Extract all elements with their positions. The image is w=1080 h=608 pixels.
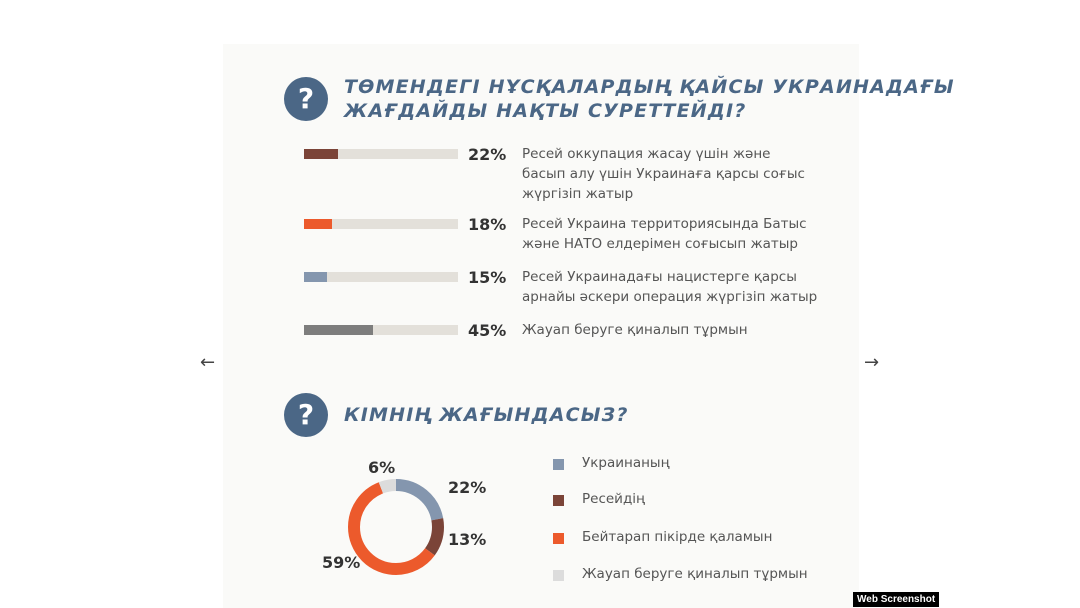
slice-russia bbox=[348, 479, 444, 575]
question-icon: ? bbox=[284, 77, 328, 121]
question-icon: ? bbox=[284, 393, 328, 437]
answer-line: Ресей Украинадағы нацистерге қарсы bbox=[522, 269, 797, 285]
bar-fill bbox=[304, 219, 332, 229]
donut-label-neutral: 59% bbox=[322, 553, 361, 572]
answer-text: Ресей оккупация жасау үшін және басып ал… bbox=[522, 144, 842, 204]
legend-swatch bbox=[553, 495, 564, 506]
legend-label: Бейтарап пікірде қаламын bbox=[582, 529, 773, 545]
answer-line: Ресей оккупация жасау үшін және bbox=[522, 146, 771, 162]
donut-label-ukraine: 22% bbox=[448, 478, 487, 497]
bar-track bbox=[304, 219, 458, 229]
legend-swatch bbox=[553, 570, 564, 581]
question1-title-line1: ТӨМЕНДЕГІ НҰСҚАЛАРДЫҢ ҚАЙСЫ УКРАИНАДАҒЫ bbox=[344, 76, 955, 98]
answer-percent: 22% bbox=[468, 145, 507, 164]
donut-chart bbox=[348, 479, 444, 575]
answer-line: арнайы әскери операция жүргізіп жатыр bbox=[522, 289, 818, 305]
donut-label-russia: 13% bbox=[448, 530, 487, 549]
answer-text: Ресей Украинадағы нацистерге қарсы арнай… bbox=[522, 267, 842, 307]
answer-line: және НАТО елдерімен соғысып жатыр bbox=[522, 236, 798, 252]
answer-text: Жауап беруге қиналып тұрмын bbox=[522, 320, 842, 340]
answer-percent: 15% bbox=[468, 268, 507, 287]
slice-undecided bbox=[348, 479, 444, 575]
next-arrow-icon[interactable]: → bbox=[864, 352, 880, 373]
donut-label-undecided: 6% bbox=[368, 458, 396, 477]
slice-neutral bbox=[348, 479, 444, 575]
answer-line: жүргізіп жатыр bbox=[522, 186, 634, 202]
question2-title: КІМНІҢ ЖАҒЫНДАСЫЗ? bbox=[344, 404, 629, 426]
prev-arrow-icon[interactable]: ← bbox=[200, 352, 216, 373]
answer-percent: 45% bbox=[468, 321, 507, 340]
bar-fill bbox=[304, 272, 327, 282]
legend-swatch bbox=[553, 459, 564, 470]
legend-label: Украинаның bbox=[582, 455, 670, 471]
watermark: Web Screenshot bbox=[853, 592, 940, 607]
answer-percent: 18% bbox=[468, 215, 507, 234]
answer-line: Жауап беруге қиналып тұрмын bbox=[522, 322, 748, 338]
answer-line: басып алу үшін Украинаға қарсы соғыс bbox=[522, 166, 805, 182]
answer-text: Ресей Украина территориясында Батыс және… bbox=[522, 214, 842, 254]
bar-fill bbox=[304, 325, 373, 335]
bar-track bbox=[304, 272, 458, 282]
bar-fill bbox=[304, 149, 338, 159]
answer-line: Ресей Украина территориясында Батыс bbox=[522, 216, 807, 232]
question1-title: ТӨМЕНДЕГІ НҰСҚАЛАРДЫҢ ҚАЙСЫ УКРАИНАДАҒЫ … bbox=[344, 75, 955, 123]
legend-label: Жауап беруге қиналып тұрмын bbox=[582, 566, 808, 582]
bar-track bbox=[304, 149, 458, 159]
legend-label: Ресейдің bbox=[582, 491, 645, 507]
legend-swatch bbox=[553, 533, 564, 544]
question1-title-line2: ЖАҒДАЙДЫ НАҚТЫ СУРЕТТЕЙДІ? bbox=[344, 100, 747, 122]
bar-track bbox=[304, 325, 458, 335]
